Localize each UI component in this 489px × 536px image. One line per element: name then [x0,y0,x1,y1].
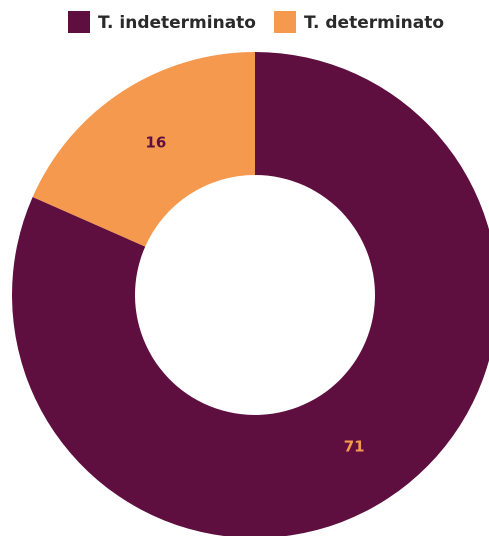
legend-swatch [68,11,90,33]
legend-swatch [274,11,296,33]
value-label: 16 [145,133,166,151]
slice [32,52,255,247]
legend-label: T. determinato [304,13,444,33]
value-label: 71 [344,438,365,456]
slice [12,52,489,536]
legend-label: T. indeterminato [98,13,256,33]
